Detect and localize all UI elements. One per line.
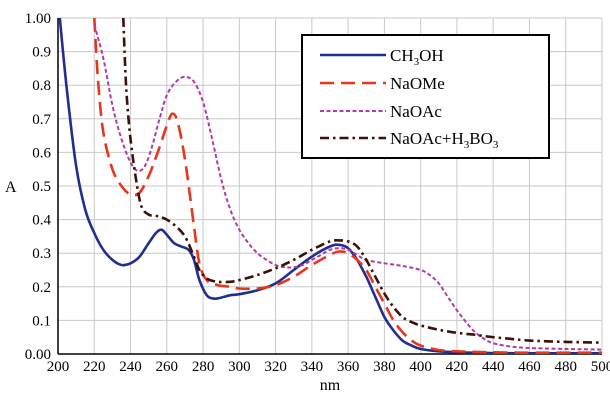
legend-label-part: CH (390, 46, 414, 65)
x-tick-label: 440 (482, 359, 505, 375)
y-tick-label: 0.4 (32, 213, 51, 229)
y-tick-label: 0.3 (32, 246, 51, 262)
series-line-2 (93, 18, 602, 354)
series-line-3 (93, 24, 602, 351)
x-axis-title: nm (320, 377, 341, 394)
legend-label-part: 3 (493, 139, 499, 151)
legend-label-1: CH3OH (390, 46, 444, 68)
x-tick-label: 420 (446, 359, 469, 375)
legend-label-part: BO (469, 129, 493, 148)
series-lines (58, 18, 602, 354)
series-line-4 (122, 18, 602, 344)
x-tick-label: 460 (518, 359, 541, 375)
x-tick-label: 280 (192, 359, 215, 375)
x-tick-label: 300 (228, 359, 251, 375)
x-tick-label: 200 (47, 359, 70, 375)
legend-label-part: 3 (464, 139, 470, 151)
y-tick-label: 1.00 (25, 11, 51, 27)
y-tick-label: 0.9 (32, 45, 51, 61)
x-tick-label: 360 (337, 359, 360, 375)
y-tick-label: 0.00 (25, 347, 51, 363)
x-tick-label: 260 (156, 359, 179, 375)
x-tick-label: 320 (264, 359, 287, 375)
legend-label-part: 3 (414, 56, 420, 68)
x-tick-label: 240 (119, 359, 142, 375)
legend-label-part: NaOAc (390, 102, 442, 121)
x-tick-label: 220 (83, 359, 106, 375)
legend-label-part: NaOAc+H (390, 129, 464, 148)
y-tick-label: 0.5 (32, 179, 51, 195)
x-tick-label: 400 (409, 359, 432, 375)
legend-label-3: NaOAc (390, 102, 442, 121)
y-tick-label: 0.2 (32, 280, 51, 296)
y-axis-title: A (5, 179, 17, 196)
x-tick-label: 340 (301, 359, 324, 375)
legend-label-part: NaOMe (390, 74, 445, 93)
x-tick-label: 480 (554, 359, 577, 375)
legend-label-4: NaOAc+H3BO3 (390, 129, 499, 151)
x-tick-label: 380 (373, 359, 396, 375)
x-tick-label: 500 (591, 359, 610, 375)
y-tick-label: 0.8 (32, 78, 51, 94)
legend-label-2: NaOMe (390, 74, 445, 93)
y-tick-label: 0.7 (32, 112, 51, 128)
y-tick-label: 0.6 (32, 145, 51, 161)
legend-label-part: OH (419, 46, 444, 65)
axes: 200 220 240 260 280 300 320 340 360 380 400 420 440 4… (5, 11, 610, 394)
y-tick-label: 0.1 (32, 313, 51, 329)
series-line-1 (58, 18, 602, 354)
